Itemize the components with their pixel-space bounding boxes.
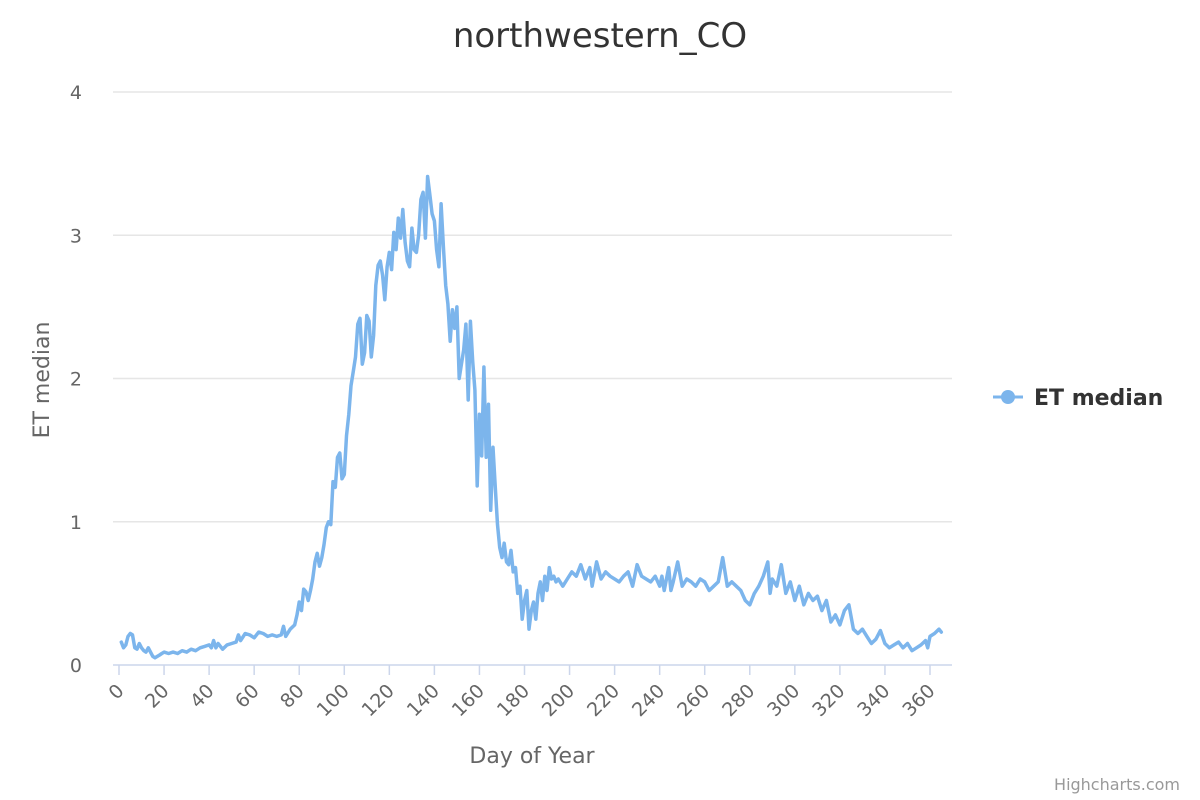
y-axis-ticks: 0 1 2 3 4 [70, 82, 82, 677]
y-tick-label: 4 [70, 82, 82, 104]
y-tick-label: 3 [70, 225, 82, 247]
legend-marker [1001, 390, 1015, 404]
grid-lines [113, 91, 952, 523]
x-axis-title: Day of Year [469, 744, 595, 769]
y-tick-label: 2 [70, 369, 82, 391]
legend-item[interactable]: ET median [993, 386, 1163, 411]
chart-title: northwestern_CO [453, 16, 747, 56]
series-line-et-median [119, 174, 944, 660]
y-tick-label: 0 [70, 655, 82, 677]
legend-label: ET median [1034, 386, 1163, 411]
series-group [119, 174, 944, 660]
credits-link[interactable]: Highcharts.com [1054, 775, 1180, 794]
y-axis-title: ET median [30, 322, 55, 439]
y-tick-label: 1 [70, 512, 82, 534]
